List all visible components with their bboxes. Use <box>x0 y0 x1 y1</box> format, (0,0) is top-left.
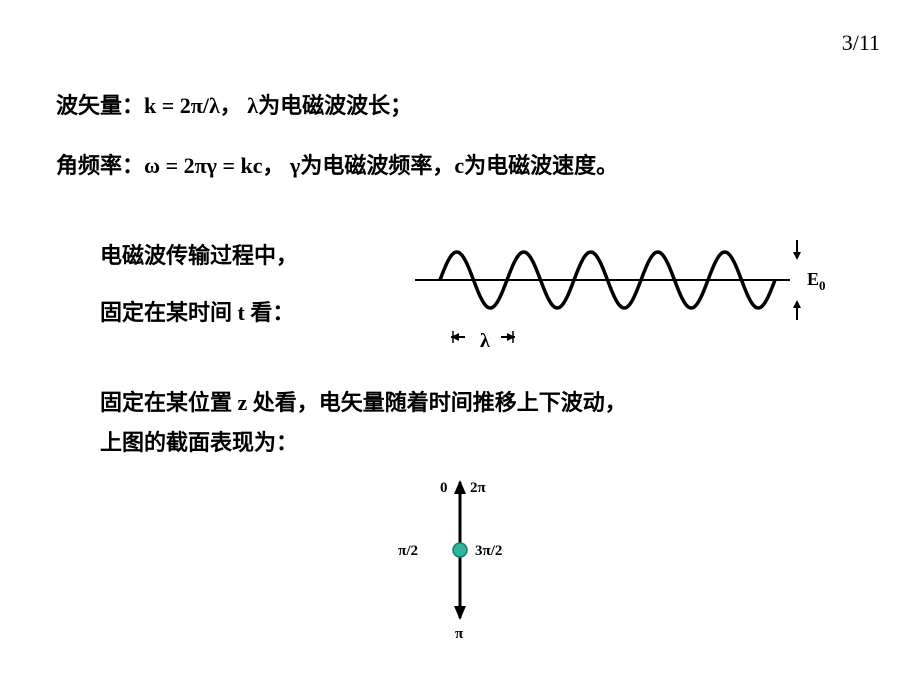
text-fixed-time: 固定在某时间 t 看： <box>100 295 294 327</box>
text: 固定在某位置 <box>100 390 238 415</box>
symbol-t: t <box>238 300 245 325</box>
wave-diagram: E0 λ <box>405 225 835 360</box>
definition-wavevector: 波矢量：k = 2π/λ， λ为电磁波波长； <box>56 88 412 120</box>
symbol-lambda: λ <box>247 93 258 118</box>
phase-diagram: 0 2π π/2 3π/2 π <box>370 470 550 645</box>
text-cross-section: 上图的截面表现为： <box>100 425 298 457</box>
formula-omega: ω = 2πγ = kc <box>144 153 263 178</box>
svg-text:3π/2: 3π/2 <box>475 543 502 559</box>
text: 为电磁波速度。 <box>464 153 618 178</box>
text-fixed-position: 固定在某位置 z 处看，电矢量随着时间推移上下波动， <box>100 385 627 417</box>
text-transmission: 电磁波传输过程中， <box>100 238 298 270</box>
svg-text:λ: λ <box>480 330 490 352</box>
wave-svg: E0 λ <box>405 225 835 355</box>
phase-svg: 0 2π π/2 3π/2 π <box>370 470 550 640</box>
text: ， <box>220 93 248 118</box>
page-number: 3/11 <box>842 30 880 56</box>
symbol-z: z <box>238 390 248 415</box>
text: 角频率： <box>56 153 144 178</box>
text: 为电磁波波长； <box>258 93 412 118</box>
text: 波矢量： <box>56 93 144 118</box>
text: 看： <box>245 300 295 325</box>
text: ， <box>263 153 291 178</box>
symbol-c: c <box>454 153 464 178</box>
svg-text:0: 0 <box>440 480 448 496</box>
definition-angular-frequency: 角频率：ω = 2πγ = kc， γ为电磁波频率，c为电磁波速度。 <box>56 148 618 180</box>
text: 处看，电矢量随着时间推移上下波动， <box>247 390 627 415</box>
formula-k: k = 2π/λ <box>144 93 220 118</box>
text: 固定在某时间 <box>100 300 238 325</box>
text: 为电磁波频率， <box>300 153 454 178</box>
svg-text:2π: 2π <box>470 480 487 496</box>
svg-text:E0: E0 <box>807 269 826 293</box>
symbol-gamma: γ <box>290 153 300 178</box>
svg-text:π/2: π/2 <box>398 543 418 559</box>
svg-text:π: π <box>455 626 464 640</box>
